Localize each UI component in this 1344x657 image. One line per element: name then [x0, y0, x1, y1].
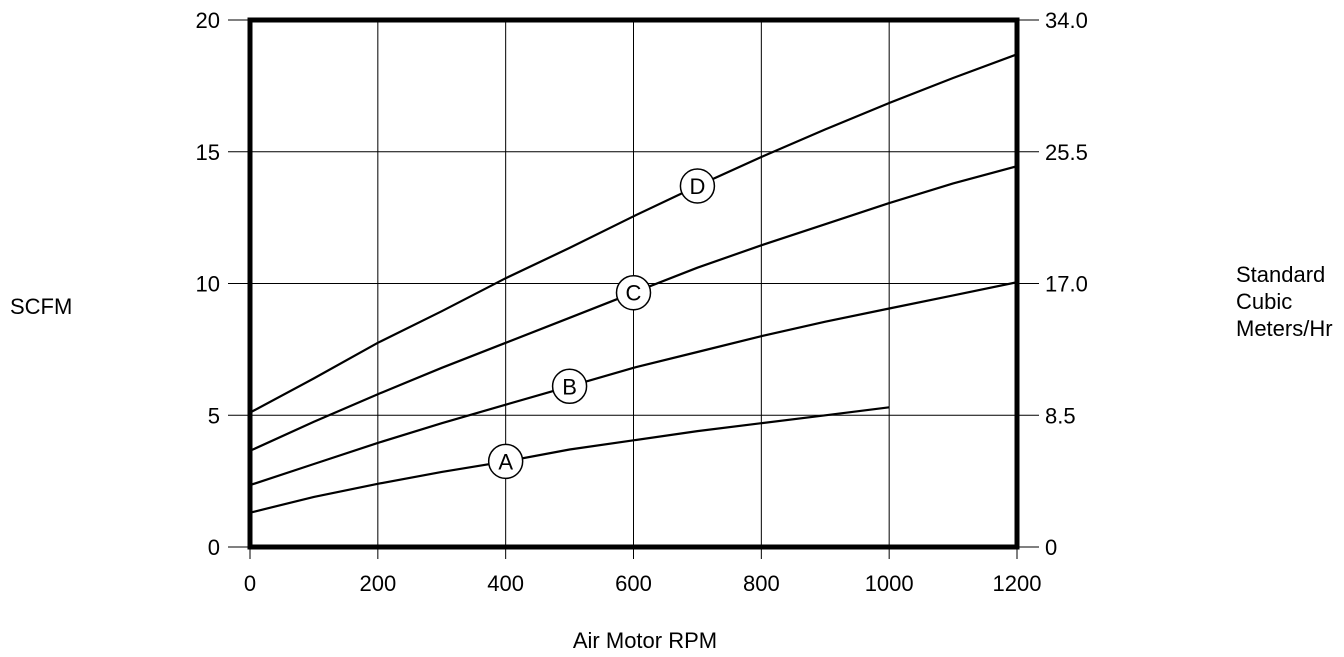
x-ticks: 0 200 400 600 800 1000 1200: [244, 547, 1042, 596]
series-marker-b: [551, 368, 588, 405]
series-marker-a: [487, 443, 524, 480]
y2-axis-label: Standard Cubic Meters/Hr: [1236, 262, 1333, 341]
y-tick-label: 10: [196, 272, 220, 297]
y2-tick-label: 8.5: [1045, 403, 1076, 428]
y-tick-label: 15: [196, 140, 220, 165]
x-tick-label: 1000: [865, 571, 914, 596]
y2-tick-label: 17.0: [1045, 272, 1088, 297]
x-tick-label: 600: [615, 571, 652, 596]
series-line-b: [249, 281, 1018, 487]
y-axis-label: SCFM: [10, 294, 72, 319]
series-line-d: [249, 53, 1018, 414]
x-axis-label: Air Motor RPM: [573, 628, 717, 653]
x-tick-label: 0: [244, 571, 256, 596]
series-label-a: A: [498, 449, 513, 474]
y2-tick-label: 0: [1045, 535, 1057, 560]
y2-axis-label-line: Meters/Hr: [1236, 316, 1333, 341]
y2-ticks: 0 8.5 17.0 25.5 34.0: [1017, 8, 1088, 560]
series-line-a: [249, 406, 890, 514]
y-tick-label: 5: [208, 403, 220, 428]
series-marker-d: [679, 168, 716, 204]
y2-axis-label-line: Standard: [1236, 262, 1325, 287]
markers: A B C D: [487, 168, 716, 480]
y2-tick-label: 34.0: [1045, 8, 1088, 33]
y2-tick-label: 25.5: [1045, 140, 1088, 165]
series-marker-c: [615, 274, 652, 311]
y-tick-label: 20: [196, 8, 220, 33]
x-tick-label: 200: [359, 571, 396, 596]
x-tick-label: 800: [743, 571, 780, 596]
series-lines: [249, 53, 1018, 514]
x-tick-label: 400: [487, 571, 524, 596]
y-tick-label: 0: [208, 535, 220, 560]
series-label-b: B: [562, 374, 577, 399]
y-ticks: 0 5 10 15 20: [196, 8, 250, 560]
series-label-c: C: [626, 281, 642, 306]
x-tick-label: 1200: [993, 571, 1042, 596]
series-label-d: D: [689, 174, 705, 199]
y2-axis-label-line: Cubic: [1236, 289, 1292, 314]
